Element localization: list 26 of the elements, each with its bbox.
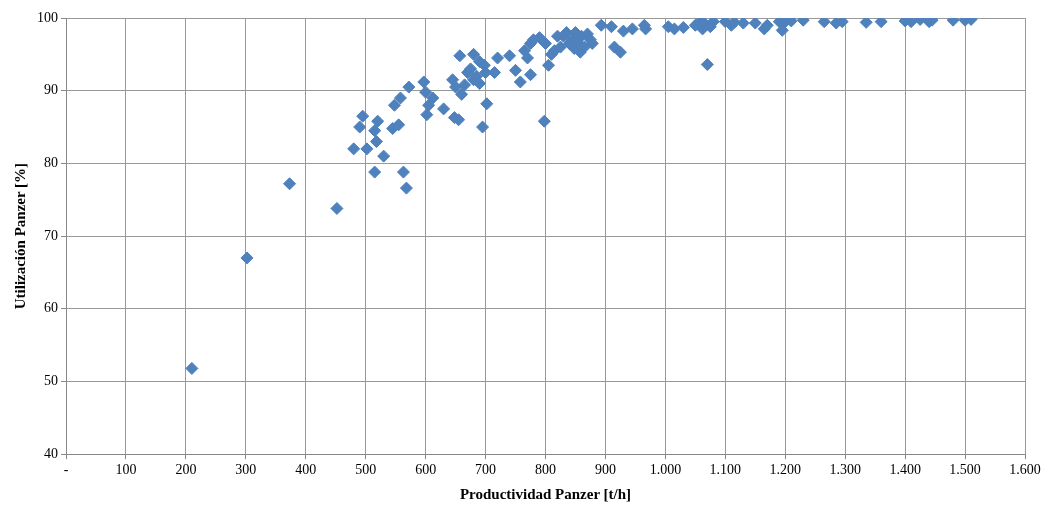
y-tick-label: 40: [44, 445, 58, 461]
x-tick-label: 100: [115, 462, 137, 478]
y-tick-label: 100: [37, 9, 58, 25]
x-tick-label: 300: [235, 462, 257, 478]
y-axis-title: Utilización Panzer [%]: [11, 162, 28, 310]
x-tick-label: 1.100: [709, 462, 742, 478]
x-tick-label: 1.500: [949, 462, 981, 478]
x-tick-label: 600: [415, 462, 437, 478]
x-tick-label: 1.300: [829, 462, 861, 478]
x-tick-label: 900: [594, 462, 616, 478]
x-tick-label: 400: [295, 462, 317, 478]
y-tick-label: 70: [44, 227, 58, 243]
y-tick-label: 90: [44, 82, 58, 98]
x-tick-label: 700: [475, 462, 497, 478]
x-tick-label: 1.200: [769, 462, 801, 478]
y-tick-label: 60: [44, 300, 58, 316]
x-tick-label: 1.600: [1009, 462, 1041, 478]
y-tick-label: 80: [44, 155, 58, 171]
x-tick-label: 200: [175, 462, 197, 478]
x-tick-label: -: [63, 462, 69, 478]
x-tick-label: 1.000: [649, 462, 682, 478]
x-tick-label: 500: [355, 462, 377, 478]
x-axis-title: Productividad Panzer [t/h]: [459, 485, 632, 502]
x-tick-label: 800: [535, 462, 556, 478]
y-tick-label: 50: [44, 373, 58, 389]
x-tick-label: 1.400: [889, 462, 921, 478]
